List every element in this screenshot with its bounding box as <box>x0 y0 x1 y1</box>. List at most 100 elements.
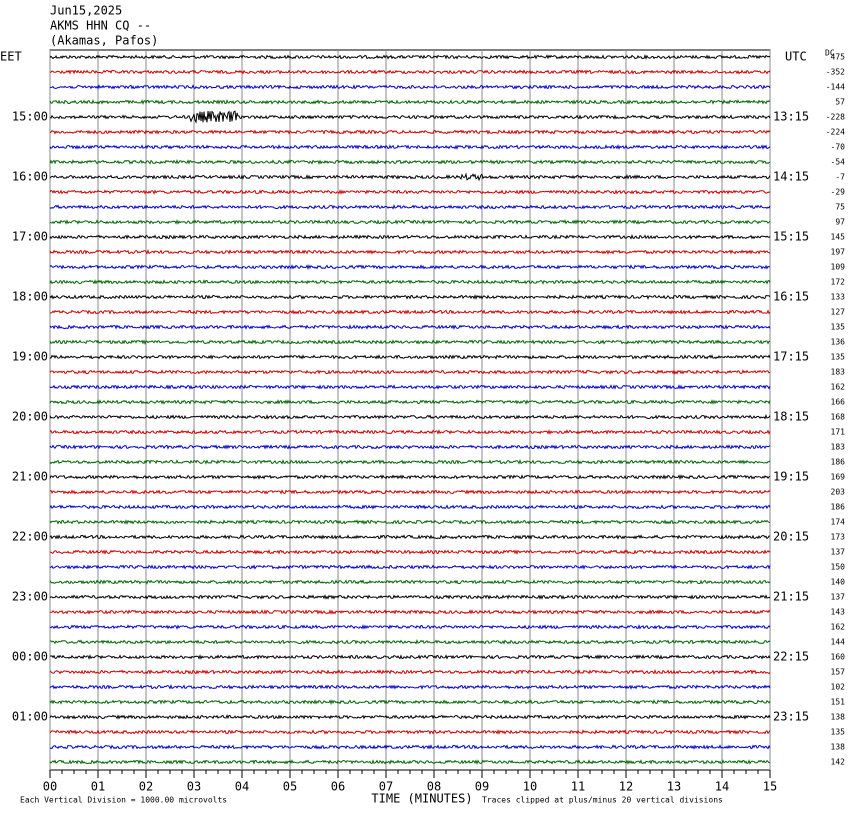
x-tick-label: 02 <box>139 780 153 794</box>
trace <box>49 144 771 150</box>
dc-value: 57 <box>835 98 845 107</box>
dc-value: 143 <box>831 608 846 617</box>
x-tick-label: 01 <box>91 780 105 794</box>
dc-value: 174 <box>831 518 846 527</box>
left-time-label: 00:00 <box>12 650 48 664</box>
x-tick-label: 03 <box>187 780 201 794</box>
dc-value: -7 <box>835 173 845 182</box>
x-tick-label: 15 <box>763 780 777 794</box>
left-time-label: 18:00 <box>12 290 48 304</box>
right-time-label: 21:15 <box>773 590 809 604</box>
dc-value: 173 <box>831 533 846 542</box>
trace <box>49 714 771 720</box>
x-tick-label: 13 <box>667 780 681 794</box>
dc-value: -70 <box>831 143 846 152</box>
trace <box>49 579 771 585</box>
trace <box>49 744 771 750</box>
trace <box>50 549 771 556</box>
trace <box>49 172 771 182</box>
dc-value: 127 <box>831 308 846 317</box>
dc-value: 186 <box>831 503 846 512</box>
dc-value: -29 <box>831 188 846 197</box>
x-tick-label: 10 <box>523 780 537 794</box>
trace <box>49 458 771 465</box>
dc-value: 172 <box>831 278 846 287</box>
left-time-label: 16:00 <box>12 170 48 184</box>
left-time-label: 23:00 <box>12 590 48 604</box>
x-tick-label: 11 <box>571 780 585 794</box>
dc-label: DC <box>825 49 835 58</box>
dc-value: 138 <box>831 743 846 752</box>
trace <box>49 699 771 706</box>
right-time-label: 22:15 <box>773 650 809 664</box>
x-tick-label: 07 <box>379 780 393 794</box>
trace <box>49 609 771 615</box>
trace <box>49 248 771 255</box>
left-time-label: 17:00 <box>12 230 48 244</box>
dc-value: 160 <box>831 653 846 662</box>
dc-value: 102 <box>831 683 846 692</box>
x-tick-label: 12 <box>619 780 633 794</box>
x-axis-label: TIME (MINUTES) <box>371 792 472 806</box>
x-tick-label: 05 <box>283 780 297 794</box>
trace <box>49 564 771 570</box>
trace <box>49 354 771 360</box>
dc-value: 197 <box>831 248 846 257</box>
x-tick-label: 00 <box>43 780 57 794</box>
dc-value: -228 <box>826 113 845 122</box>
title-line: Jun15,2025 <box>50 4 122 18</box>
trace <box>49 399 771 405</box>
trace <box>49 624 771 630</box>
left-time-label: 01:00 <box>12 710 48 724</box>
trace <box>49 504 771 510</box>
trace <box>49 474 771 481</box>
dc-value: 137 <box>831 548 846 557</box>
left-time-label: 21:00 <box>12 470 48 484</box>
trace <box>49 219 771 225</box>
dc-value: 475 <box>831 53 846 62</box>
dc-value: 135 <box>831 323 846 332</box>
trace <box>49 159 771 165</box>
dc-value: -54 <box>831 158 846 167</box>
dc-value: 157 <box>831 668 846 677</box>
left-time-label: 20:00 <box>12 410 48 424</box>
trace <box>49 294 771 300</box>
x-tick-label: 09 <box>475 780 489 794</box>
x-tick-label: 14 <box>715 780 729 794</box>
trace <box>49 189 771 195</box>
trace <box>49 110 771 124</box>
dc-value: 168 <box>831 413 846 422</box>
right-time-label: 20:15 <box>773 530 809 544</box>
trace <box>49 654 771 660</box>
right-time-label: 15:15 <box>773 230 809 244</box>
trace <box>49 444 771 450</box>
dc-value: 137 <box>831 593 846 602</box>
dc-value: 150 <box>831 563 846 572</box>
dc-value: 142 <box>831 758 846 767</box>
title-line: AKMS HHN CQ -- <box>50 19 151 33</box>
dc-value: 162 <box>831 383 846 392</box>
dc-value: 162 <box>831 623 846 632</box>
dc-value: 136 <box>831 338 846 347</box>
left-time-label: 22:00 <box>12 530 48 544</box>
trace <box>49 489 771 495</box>
dc-value: 109 <box>831 263 846 272</box>
right-time-label: 19:15 <box>773 470 809 484</box>
trace <box>49 429 771 435</box>
trace <box>49 339 771 345</box>
x-tick-label: 04 <box>235 780 249 794</box>
dc-value: 145 <box>831 233 846 242</box>
dc-value: 135 <box>831 728 846 737</box>
trace <box>49 84 771 90</box>
dc-value: 203 <box>831 488 846 497</box>
plot-frame <box>49 49 771 771</box>
dc-value: 138 <box>831 713 846 722</box>
left-time-label: 19:00 <box>12 350 48 364</box>
note: Each Vertical Division = 1000.00 microvo… <box>20 796 227 805</box>
right-time-label: 18:15 <box>773 410 809 424</box>
dc-value: -224 <box>826 128 845 137</box>
trace <box>49 324 771 331</box>
trace <box>49 369 771 375</box>
dc-value: 144 <box>831 638 846 647</box>
